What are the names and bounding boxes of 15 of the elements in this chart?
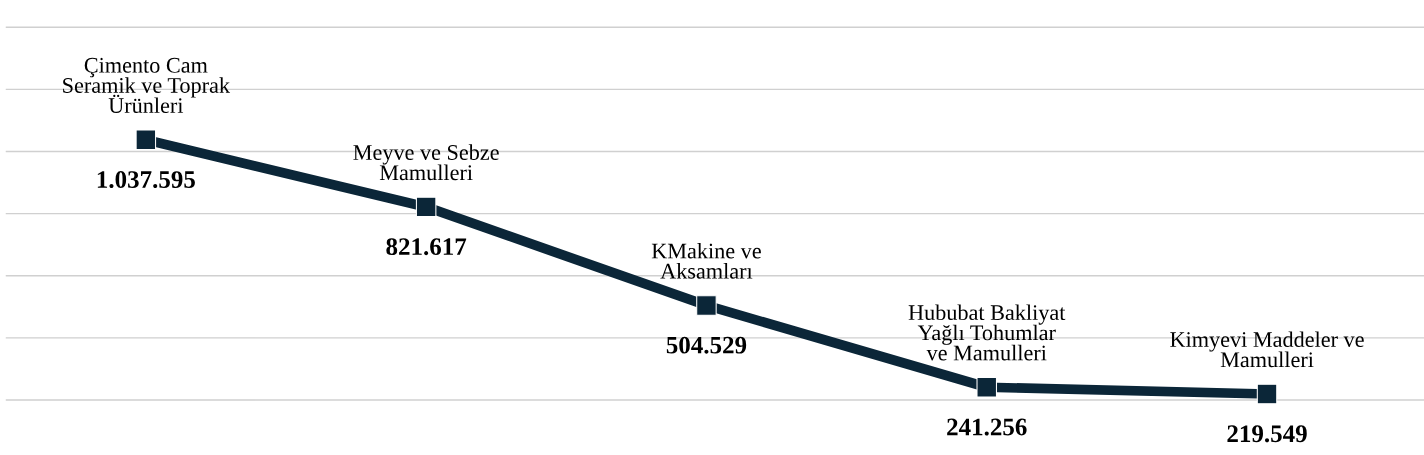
point: [135, 129, 157, 151]
data-label: 219.549: [1227, 425, 1307, 443]
point: [976, 377, 997, 398]
x-tick-label: Kimyevi Maddeler ve Mamulleri: [1170, 331, 1364, 368]
x-tick-label: Meyve ve Sebze Mamulleri: [353, 144, 499, 181]
data-label: 821.617: [386, 238, 467, 256]
data-label: 241.256: [947, 418, 1027, 436]
point: [696, 295, 717, 316]
data-label: 1.037.595: [97, 171, 195, 189]
x-tick-label: Çimento Cam Seramik ve Toprak Ürünleri: [63, 57, 231, 114]
point: [1256, 383, 1278, 405]
x-tick-label: Hububat Bakliyat Yağlı Tohumlar ve Mamulleri: [908, 304, 1066, 361]
point: [415, 196, 437, 218]
data-label: 504.529: [666, 336, 747, 354]
x-tick-label: KMakine ve Aksamları: [651, 242, 761, 279]
